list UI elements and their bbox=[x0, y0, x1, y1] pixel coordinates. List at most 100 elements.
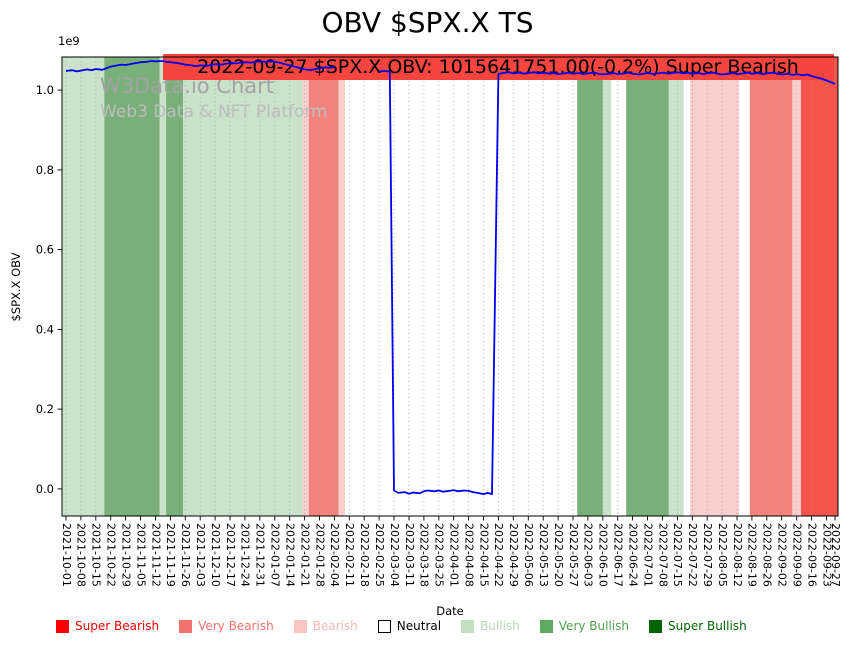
x-tick-label: 2022-02-25 bbox=[373, 523, 386, 587]
x-tick-label: 2022-03-11 bbox=[403, 523, 416, 587]
sentiment-band-neutral bbox=[345, 57, 578, 516]
legend-label: Very Bullish bbox=[558, 619, 629, 633]
x-tick-label: 2022-07-29 bbox=[701, 523, 714, 587]
legend-item: Very Bearish bbox=[179, 619, 274, 633]
sentiment-band-very_bullish bbox=[104, 57, 160, 516]
x-tick-label: 2022-09-23 bbox=[820, 523, 833, 587]
legend-item: Super Bearish bbox=[56, 619, 159, 633]
legend-label: Super Bullish bbox=[668, 619, 747, 633]
plot-frame bbox=[61, 56, 839, 517]
x-tick-label: 2021-11-19 bbox=[164, 523, 177, 587]
x-tick-label: 2021-12-03 bbox=[194, 523, 207, 587]
x-tick-label: 2022-06-17 bbox=[612, 523, 625, 587]
legend: Super Bearish Very Bearish Bearish Neutral B… bbox=[56, 619, 747, 633]
x-tick-label: 2022-05-27 bbox=[567, 523, 580, 587]
x-tick-label: 2022-08-19 bbox=[746, 523, 759, 587]
sentiment-band-neutral bbox=[611, 57, 627, 516]
x-tick-label: 2022-03-18 bbox=[418, 523, 431, 587]
x-tick-label: 2022-04-01 bbox=[448, 523, 461, 587]
x-tick-label: 2021-10-08 bbox=[75, 523, 88, 587]
x-tick-label: 2022-09-16 bbox=[805, 523, 818, 587]
y-tick-label: 0.4 bbox=[36, 322, 54, 336]
x-tick-label: 2022-06-24 bbox=[626, 523, 639, 587]
sentiment-band-bullish bbox=[602, 57, 612, 516]
x-tick-label: 2022-05-06 bbox=[522, 523, 535, 587]
sentiment-band-bullish bbox=[159, 57, 167, 516]
legend-item: Super Bullish bbox=[649, 619, 747, 633]
obv-line bbox=[65, 60, 836, 495]
x-tick-label: 2022-07-08 bbox=[656, 523, 669, 587]
x-tick-label: 2022-04-22 bbox=[492, 523, 505, 587]
x-tick-label: 2022-09-27 bbox=[829, 523, 842, 587]
x-tick-label: 2021-10-01 bbox=[60, 523, 73, 587]
x-axis-label: Date bbox=[436, 604, 464, 618]
legend-label: Neutral bbox=[396, 619, 442, 633]
watermark-line2: Web3 Data & NFT Platform bbox=[100, 102, 328, 122]
legend-item: Neutral bbox=[377, 619, 442, 633]
x-tick-label: 2022-08-12 bbox=[731, 523, 744, 587]
legend-swatch bbox=[461, 619, 475, 633]
x-tick-label: 2022-09-09 bbox=[791, 523, 804, 587]
x-tick-label: 2022-06-10 bbox=[597, 523, 610, 587]
x-tick-label: 2022-03-25 bbox=[433, 523, 446, 587]
x-tick-label: 2022-04-08 bbox=[462, 523, 475, 587]
sentiment-band-very_bullish bbox=[166, 57, 184, 516]
x-tick-label: 2022-07-15 bbox=[671, 523, 684, 587]
x-tick-label: 2021-10-22 bbox=[105, 523, 118, 587]
x-tick-label: 2021-12-24 bbox=[239, 523, 252, 587]
x-tick-label: 2022-07-22 bbox=[686, 523, 699, 587]
x-tick-label: 2022-09-02 bbox=[776, 523, 789, 587]
x-tick-label: 2021-12-10 bbox=[209, 523, 222, 587]
sentiment-band-super_bearish bbox=[800, 57, 838, 516]
legend-item: Very Bullish bbox=[539, 619, 629, 633]
x-tick-label: 2022-04-29 bbox=[507, 523, 520, 587]
legend-swatch bbox=[539, 619, 553, 633]
legend-swatch bbox=[649, 619, 662, 633]
x-tick-label: 2022-02-18 bbox=[358, 523, 371, 587]
x-tick-label: 2022-05-20 bbox=[552, 523, 565, 587]
x-tick-label: 2022-08-05 bbox=[716, 523, 729, 587]
y-tick-label: 0.0 bbox=[36, 482, 54, 496]
x-tick-label: 2021-10-29 bbox=[119, 523, 132, 587]
x-tick-label: 2022-01-28 bbox=[313, 523, 326, 587]
sentiment-band-bearish bbox=[690, 57, 740, 516]
legend-label: Bullish bbox=[480, 619, 520, 633]
x-tick-label: 2021-11-05 bbox=[134, 523, 147, 587]
legend-swatch bbox=[179, 619, 193, 633]
x-tick-label: 2022-06-03 bbox=[582, 523, 595, 587]
y-tick-label: 1.0 bbox=[36, 83, 54, 97]
legend-swatch bbox=[56, 619, 69, 633]
sentiment-band-neutral bbox=[683, 57, 691, 516]
y-axis-offset-label: 1e9 bbox=[58, 34, 80, 48]
x-tick-label: 2021-11-26 bbox=[179, 523, 192, 587]
sentiment-band-very_bullish bbox=[577, 57, 603, 516]
legend-swatch bbox=[293, 619, 307, 633]
chart-title: OBV $SPX.X TS bbox=[321, 6, 534, 39]
sentiment-band-bearish bbox=[302, 57, 309, 516]
x-tick-label: 2022-08-26 bbox=[761, 523, 774, 587]
legend-item: Bearish bbox=[293, 619, 358, 633]
legend-label: Super Bearish bbox=[75, 619, 160, 633]
sentiment-band-neutral bbox=[739, 57, 750, 516]
sentiment-band-bearish bbox=[338, 57, 346, 516]
x-tick-label: 2021-10-15 bbox=[90, 523, 103, 587]
sentiment-band-bullish bbox=[668, 57, 684, 516]
y-tick-label: 0.6 bbox=[36, 243, 54, 257]
sentiment-band-bullish bbox=[62, 57, 105, 516]
x-tick-label: 2022-04-15 bbox=[477, 523, 490, 587]
sentiment-band-very_bearish bbox=[749, 57, 793, 516]
sentiment-band-very_bearish bbox=[308, 57, 339, 516]
x-tick-label: 2022-01-07 bbox=[269, 523, 282, 587]
x-tick-label: 2022-01-21 bbox=[298, 523, 311, 587]
x-tick-label: 2021-12-17 bbox=[224, 523, 237, 587]
x-tick-label: 2022-01-14 bbox=[284, 523, 297, 587]
y-tick-label: 0.2 bbox=[36, 402, 54, 416]
legend-item: Bullish bbox=[461, 619, 520, 633]
x-tick-label: 2022-05-13 bbox=[537, 523, 550, 587]
legend-label: Bearish bbox=[312, 619, 358, 633]
sentiment-band-bearish bbox=[792, 57, 801, 516]
x-tick-label: 2021-12-31 bbox=[254, 523, 267, 587]
legend-label: Very Bearish bbox=[198, 619, 274, 633]
